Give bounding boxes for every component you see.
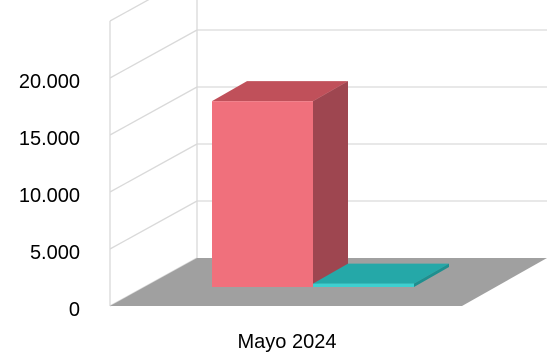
y-tick-label: 15.000: [19, 128, 80, 150]
bar-side-1: [414, 263, 449, 287]
gridline-side: [109, 86, 198, 136]
y-tick-label: 0: [69, 299, 80, 321]
gridline-side: [109, 29, 198, 79]
bars: [212, 81, 449, 288]
gridline-side: [109, 0, 150, 22]
bar-front-0: [212, 101, 313, 288]
y-tick-label: 20.000: [19, 71, 80, 93]
y-tick-label: 5.000: [30, 242, 80, 264]
bar-top-1: [313, 263, 449, 284]
gridline-side: [109, 200, 198, 250]
bar-side-0: [313, 81, 348, 288]
y-axis-ticks: 0 5.000 10.000 15.000 20.000: [19, 71, 80, 321]
x-category-label: Mayo 2024: [238, 331, 337, 353]
gridline-side: [109, 143, 198, 193]
bar-top-0: [212, 81, 348, 102]
y-tick-label: 10.000: [19, 185, 80, 207]
bar-front-1: [313, 283, 414, 287]
